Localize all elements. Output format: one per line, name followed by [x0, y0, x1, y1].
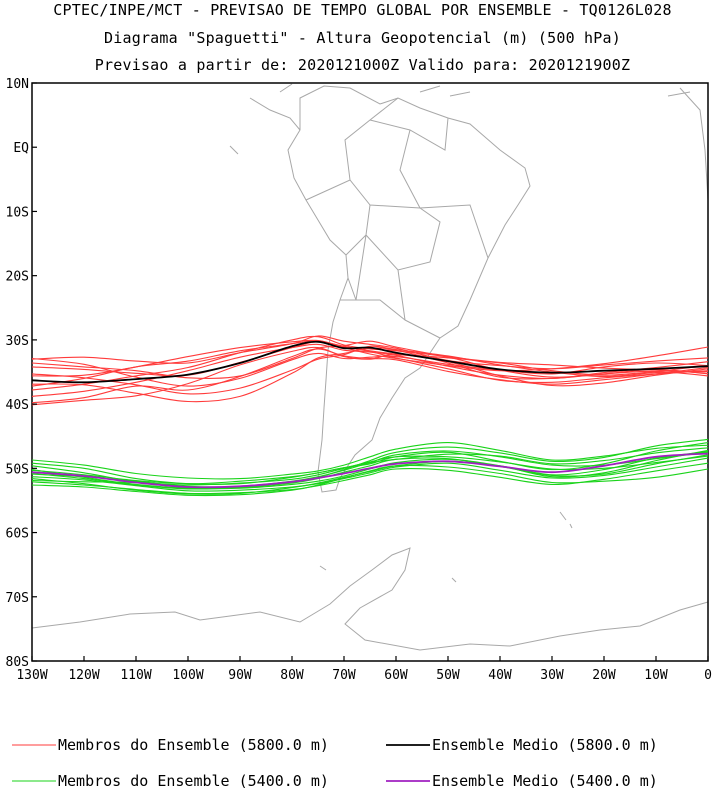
- x-tick-label: 130W: [16, 668, 47, 683]
- central-america-coastline: [229, 83, 471, 155]
- x-tick-label: 30W: [540, 668, 564, 683]
- legend-purple-mean-label: Ensemble Medio (5400.0 m): [432, 772, 658, 790]
- x-tick-label: 0: [704, 668, 712, 683]
- y-tick-label: 10N: [6, 77, 29, 92]
- x-tick-label: 90W: [228, 668, 252, 683]
- series-layer: [31, 335, 709, 497]
- member-line-green-21: [31, 447, 709, 485]
- country-borders: [305, 97, 489, 339]
- x-tick-label: 40W: [488, 668, 512, 683]
- x-tick-label: 60W: [384, 668, 408, 683]
- y-tick-label: 30S: [6, 334, 29, 349]
- axis-frame: [31, 82, 709, 662]
- ensemble-mean-5400-line: [31, 452, 709, 489]
- chart-title-line-2: Diagrama "Spaguetti" - Altura Geopotenci…: [104, 29, 621, 47]
- africa-coastline: [667, 87, 709, 201]
- member-line-red-5: [31, 348, 709, 404]
- member-line-red-11: [31, 340, 709, 379]
- antarctica-coastline: [31, 547, 709, 651]
- x-tick-label: 70W: [332, 668, 356, 683]
- member-line-green-12: [31, 442, 709, 480]
- x-tick-label: 110W: [120, 668, 151, 683]
- member-line-green-15: [31, 457, 709, 492]
- y-tick-label: 40S: [6, 398, 29, 413]
- legend-red-members-label: Membros do Ensemble (5800.0 m): [58, 736, 329, 754]
- x-tick-label: 20W: [592, 668, 616, 683]
- member-line-red-10: [31, 339, 709, 387]
- y-tick-label: 60S: [6, 527, 29, 542]
- x-tick-label: 80W: [280, 668, 304, 683]
- antarctic-islands: [319, 511, 573, 583]
- plot-frame: [31, 82, 709, 662]
- member-line-red-8: [31, 352, 709, 387]
- member-line-green-23: [31, 454, 709, 490]
- chart-title-line-1: CPTEC/INPE/MCT - PREVISAO DE TEMPO GLOBA…: [53, 1, 672, 19]
- member-line-red-9: [31, 345, 709, 395]
- member-line-green-13: [31, 442, 709, 485]
- chart-title-line-3: Previsao a partir de: 2020121000Z Valido…: [94, 56, 631, 74]
- x-tick-label: 120W: [68, 668, 99, 683]
- y-tick-label: 80S: [6, 655, 29, 670]
- x-tick-label: 100W: [172, 668, 203, 683]
- y-tick-label: 50S: [6, 462, 29, 477]
- x-tick-label: 10W: [644, 668, 668, 683]
- legend-black-mean-label: Ensemble Medio (5800.0 m): [432, 736, 658, 754]
- coastline-map: [31, 83, 709, 651]
- south-america-coastline: [287, 85, 531, 493]
- member-line-green-22: [31, 451, 709, 495]
- y-tick-label: 10S: [6, 205, 29, 220]
- x-tick-label: 50W: [436, 668, 460, 683]
- y-tick-label: 70S: [6, 591, 29, 606]
- legend-green-members-label: Membros do Ensemble (5400.0 m): [58, 772, 329, 790]
- y-tick-label: EQ: [13, 141, 29, 156]
- ensemble-mean-5800-line: [31, 340, 709, 384]
- legend-swatches: [12, 744, 430, 782]
- y-tick-label: 20S: [6, 270, 29, 285]
